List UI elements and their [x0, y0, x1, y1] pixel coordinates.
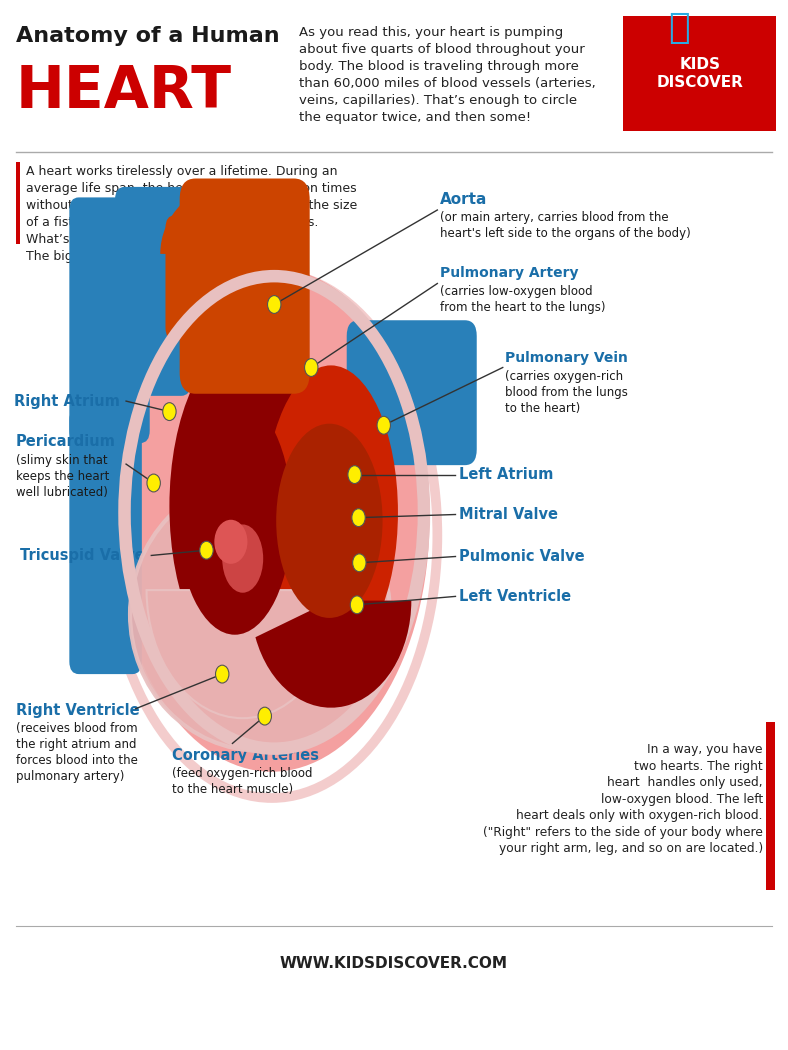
Ellipse shape: [177, 399, 292, 634]
Ellipse shape: [214, 520, 247, 564]
Text: A heart works tirelessly over a lifetime. During an
average life span, the heart: A heart works tirelessly over a lifetime…: [26, 165, 357, 262]
Text: WWW.KIDSDISCOVER.COM: WWW.KIDSDISCOVER.COM: [280, 957, 508, 971]
FancyBboxPatch shape: [69, 197, 150, 443]
Ellipse shape: [264, 365, 398, 659]
FancyBboxPatch shape: [69, 407, 142, 674]
Ellipse shape: [222, 524, 263, 592]
Text: As you read this, your heart is pumping
about five quarts of blood throughout yo: As you read this, your heart is pumping …: [299, 26, 597, 124]
Text: Mitral Valve: Mitral Valve: [459, 507, 558, 522]
Ellipse shape: [130, 478, 390, 751]
Ellipse shape: [114, 268, 429, 772]
Circle shape: [351, 508, 365, 526]
Circle shape: [304, 359, 318, 376]
Circle shape: [162, 403, 176, 420]
Text: KIDS
DISCOVER: KIDS DISCOVER: [656, 58, 743, 89]
Text: HEART: HEART: [16, 63, 232, 120]
FancyBboxPatch shape: [347, 320, 477, 465]
Text: Anatomy of a Human: Anatomy of a Human: [16, 26, 280, 46]
Text: Left Ventricle: Left Ventricle: [459, 589, 571, 604]
FancyBboxPatch shape: [165, 215, 301, 340]
Text: Pulmonic Valve: Pulmonic Valve: [459, 549, 584, 564]
Circle shape: [353, 554, 366, 571]
Text: (carries oxygen-rich
blood from the lungs
to the heart): (carries oxygen-rich blood from the lung…: [505, 370, 628, 415]
Text: Tricuspid Valve: Tricuspid Valve: [20, 548, 145, 563]
Ellipse shape: [169, 338, 327, 674]
Circle shape: [267, 296, 281, 313]
Bar: [766, 722, 775, 890]
Circle shape: [350, 596, 363, 613]
Text: Pulmonary Vein: Pulmonary Vein: [505, 352, 628, 365]
Ellipse shape: [276, 423, 383, 617]
Text: ✋: ✋: [668, 10, 690, 44]
Text: (slimy skin that
keeps the heart
well lubricated): (slimy skin that keeps the heart well lu…: [16, 454, 109, 499]
FancyBboxPatch shape: [115, 187, 191, 396]
Bar: [16, 162, 20, 244]
Circle shape: [215, 666, 229, 684]
Wedge shape: [147, 590, 339, 718]
Text: (carries low-oxygen blood
from the heart to the lungs): (carries low-oxygen blood from the heart…: [440, 285, 605, 314]
FancyBboxPatch shape: [139, 220, 232, 382]
Bar: [623, 16, 776, 131]
Text: Left Atrium: Left Atrium: [459, 467, 553, 482]
Text: Right Ventricle: Right Ventricle: [16, 704, 139, 718]
Text: (receives blood from
the right atrium and
forces blood into the
pulmonary artery: (receives blood from the right atrium an…: [16, 722, 138, 783]
Text: Pulmonary Artery: Pulmonary Artery: [440, 267, 578, 280]
Wedge shape: [255, 601, 411, 708]
Text: (feed oxygen-rich blood
to the heart muscle): (feed oxygen-rich blood to the heart mus…: [172, 766, 312, 796]
Circle shape: [377, 417, 390, 435]
Circle shape: [200, 542, 213, 559]
Text: In a way, you have
two hearts. The right
heart  handles only used,
low-oxygen bl: In a way, you have two hearts. The right…: [483, 743, 763, 856]
Text: Coronary Arteries: Coronary Arteries: [172, 748, 319, 762]
Text: (or main artery, carries blood from the
heart's left side to the organs of the b: (or main artery, carries blood from the …: [440, 211, 690, 240]
Circle shape: [147, 475, 161, 491]
Text: Pericardium: Pericardium: [16, 435, 116, 449]
Circle shape: [258, 708, 271, 726]
Circle shape: [348, 466, 361, 483]
FancyBboxPatch shape: [180, 178, 310, 394]
Bar: [0, 0, 788, 152]
Text: Right Atrium: Right Atrium: [14, 394, 120, 408]
Text: Aorta: Aorta: [440, 192, 487, 207]
